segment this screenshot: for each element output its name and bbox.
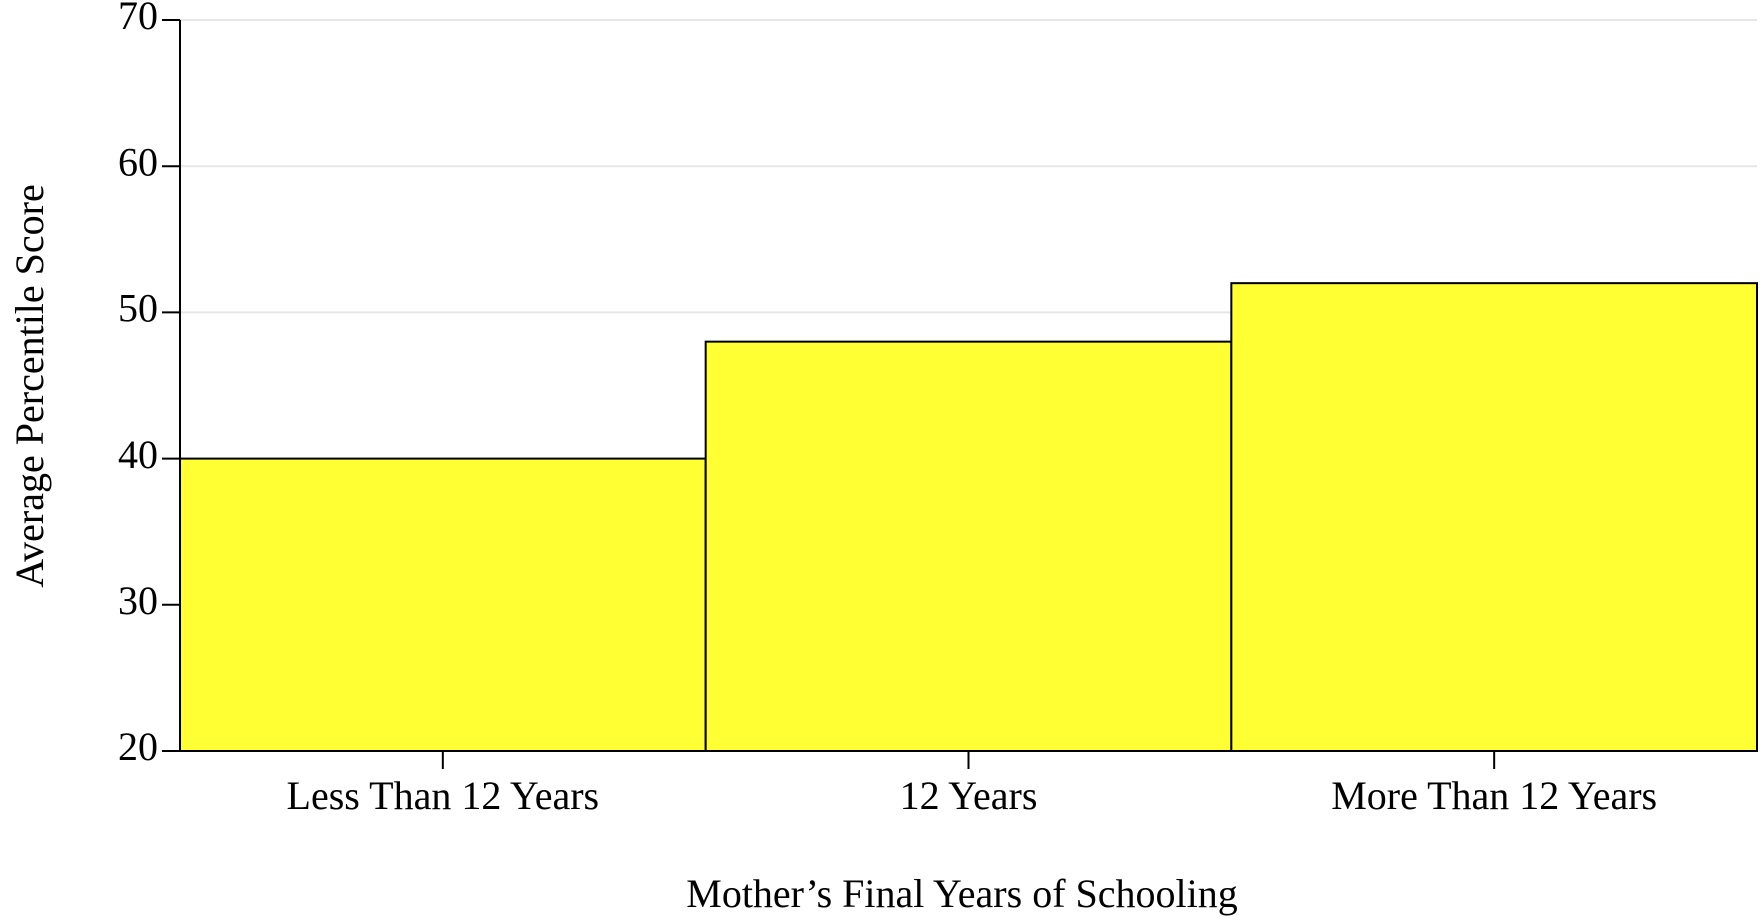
- bar: [704, 340, 1233, 752]
- y-tick-label: 50: [118, 286, 158, 331]
- y-tick-label: 30: [118, 578, 158, 623]
- x-axis-label: Mother’s Final Years of Schooling: [686, 871, 1237, 916]
- y-tick-label: 70: [118, 0, 158, 38]
- y-axis-label: Average Percentile Score: [7, 184, 52, 588]
- x-tick-label: 12 Years: [900, 773, 1038, 818]
- y-tick-label: 20: [118, 724, 158, 769]
- bar: [1230, 282, 1759, 752]
- bar: [179, 457, 707, 752]
- x-tick-label: More Than 12 Years: [1331, 773, 1657, 818]
- y-tick-label: 60: [118, 139, 158, 184]
- x-tick-label: Less Than 12 Years: [287, 773, 600, 818]
- y-tick-label: 40: [118, 432, 158, 477]
